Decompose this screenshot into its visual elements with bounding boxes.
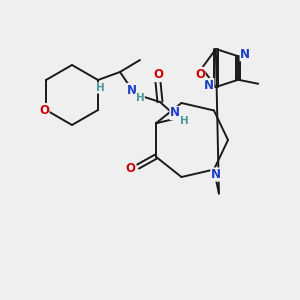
Text: N: N — [204, 79, 214, 92]
Text: N: N — [211, 168, 221, 181]
Text: H: H — [96, 83, 104, 93]
Text: O: O — [39, 103, 49, 116]
Text: N: N — [240, 48, 250, 61]
Text: O: O — [153, 68, 163, 82]
Text: O: O — [195, 68, 205, 80]
Text: H: H — [136, 93, 144, 103]
Text: O: O — [126, 162, 136, 175]
Text: N: N — [127, 83, 137, 97]
Text: H: H — [180, 116, 188, 126]
Text: N: N — [170, 106, 180, 119]
